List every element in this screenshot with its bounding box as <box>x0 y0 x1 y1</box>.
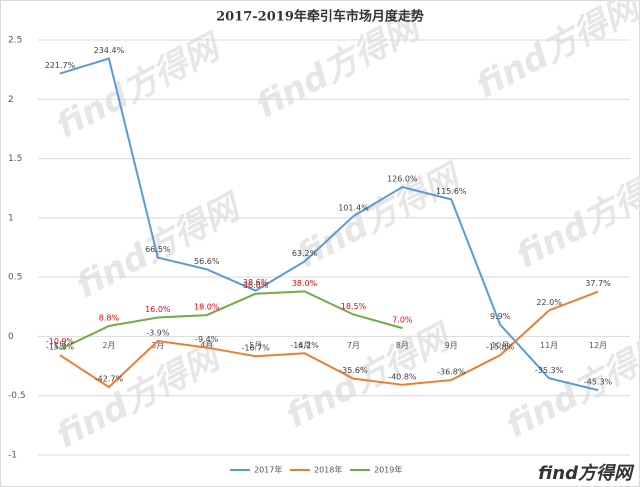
x-tick-label: 5月 <box>249 341 262 350</box>
x-tick-label: 8月 <box>396 341 409 350</box>
x-tick-label: 12月 <box>589 341 607 350</box>
y-tick-label: 2.5 <box>8 36 22 46</box>
data-label: 18.0% <box>194 303 220 312</box>
data-label: 66.5% <box>145 245 171 254</box>
data-label: -3.9% <box>146 329 170 338</box>
y-tick-label: 1.5 <box>8 154 22 164</box>
x-tick-label: 3月 <box>151 341 164 350</box>
data-label: -15.8% <box>486 343 515 352</box>
data-label: 18.5% <box>341 302 367 311</box>
x-tick-label: 2月 <box>102 341 115 350</box>
y-tick-label: 2 <box>8 95 14 105</box>
data-label: 126.0% <box>387 175 418 184</box>
x-tick-label: 9月 <box>445 341 458 350</box>
x-tick-label: 1月 <box>53 341 66 350</box>
x-tick-label: 11月 <box>540 341 558 350</box>
data-label: -35.6% <box>339 366 368 375</box>
data-label: -45.3% <box>584 378 613 387</box>
data-label: 7.0% <box>392 316 413 325</box>
data-label: -42.7% <box>95 375 124 384</box>
x-tick-label: 6月 <box>298 341 311 350</box>
data-label: 56.6% <box>194 257 220 266</box>
chart-title: 2017-2019年牵引车市场月度走势 <box>216 9 424 25</box>
y-tick-label: 1 <box>8 213 14 223</box>
series-line <box>59 57 599 392</box>
legend-label: 2018年 <box>314 465 342 475</box>
data-label: 101.4% <box>338 204 369 213</box>
data-label: -9.4% <box>195 335 219 344</box>
logo: find方得网 <box>538 463 635 484</box>
y-tick-label: 0 <box>8 332 14 342</box>
data-label: 63.2% <box>292 249 318 258</box>
legend-label: 2017年 <box>254 465 282 475</box>
x-tick-label: 7月 <box>347 341 360 350</box>
data-label: -35.3% <box>535 366 564 375</box>
data-label: 115.6% <box>436 187 467 196</box>
data-label: -10.9% <box>46 337 75 346</box>
data-label: 22.0% <box>536 298 562 307</box>
data-label: 36.0% <box>243 281 269 290</box>
data-label: -14.2% <box>290 341 319 350</box>
x-tick-label: 4月 <box>200 341 213 350</box>
data-label: 234.4% <box>94 46 125 55</box>
data-label: 38.0% <box>292 279 318 288</box>
data-label: 9.9% <box>490 312 511 321</box>
series-line <box>59 290 403 351</box>
data-label: -16.7% <box>241 344 270 353</box>
data-label: 16.0% <box>145 305 171 314</box>
series-line <box>59 290 599 389</box>
data-label: -40.8% <box>388 372 417 381</box>
data-label: -36.8% <box>437 368 466 377</box>
x-tick-label: 10月 <box>491 341 509 350</box>
data-label: 38.6% <box>243 278 269 287</box>
y-tick-label: -1 <box>8 451 17 461</box>
data-label: 37.7% <box>585 279 611 288</box>
y-tick-label: -0.5 <box>8 391 26 401</box>
data-label: 8.8% <box>99 313 120 322</box>
data-label: 221.7% <box>45 61 76 70</box>
data-label: -15.8% <box>46 343 75 352</box>
y-tick-label: 0.5 <box>8 273 22 283</box>
legend-label: 2019年 <box>374 465 402 475</box>
